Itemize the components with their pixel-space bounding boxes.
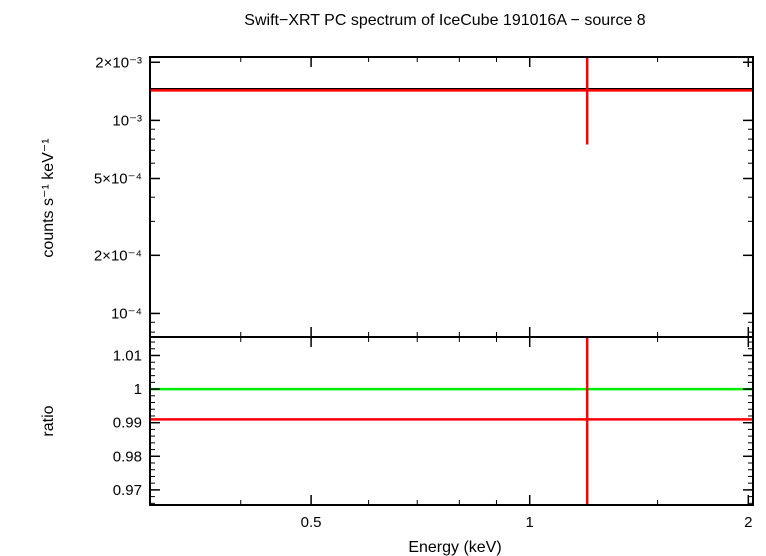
spectrum-panel: 2×10⁻³ 10⁻³ 5×10⁻⁴ 2×10⁻⁴ 10⁻⁴ <box>94 54 754 338</box>
ratio-y-tick-label: 0.97 <box>113 482 142 499</box>
spectrum-y-tick-label: 5×10⁻⁴ <box>94 171 142 188</box>
ratio-y-tick-label: 1 <box>134 381 142 398</box>
ratio-y-axis-label: ratio <box>40 405 57 436</box>
ratio-y-tick-label: 0.98 <box>113 448 142 465</box>
ratio-y-tick-label: 0.99 <box>113 415 142 432</box>
ratio-panel: 1.01 1 0.99 0.98 0.97 0.5 1 2 <box>113 336 754 531</box>
spectrum-y-axis-label: counts s⁻¹ keV⁻¹ <box>40 138 57 257</box>
spectrum-y-tick-label: 10⁻³ <box>112 112 142 129</box>
spectrum-frame <box>149 56 754 338</box>
x-tick-label: 1 <box>526 514 534 531</box>
x-tick-label: 2 <box>744 514 752 531</box>
spectrum-y-tick-label: 10⁻⁴ <box>111 305 142 322</box>
chart-title: Swift−XRT PC spectrum of IceCube 191016A… <box>244 12 646 29</box>
x-axis-label: Energy (keV) <box>408 539 501 556</box>
ratio-frame <box>149 336 754 506</box>
spectrum-y-tick-label: 2×10⁻⁴ <box>94 247 142 264</box>
ratio-y-tick-label: 1.01 <box>113 347 142 364</box>
spectrum-y-tick-label: 2×10⁻³ <box>95 54 142 71</box>
x-tick-label: 0.5 <box>301 514 322 531</box>
